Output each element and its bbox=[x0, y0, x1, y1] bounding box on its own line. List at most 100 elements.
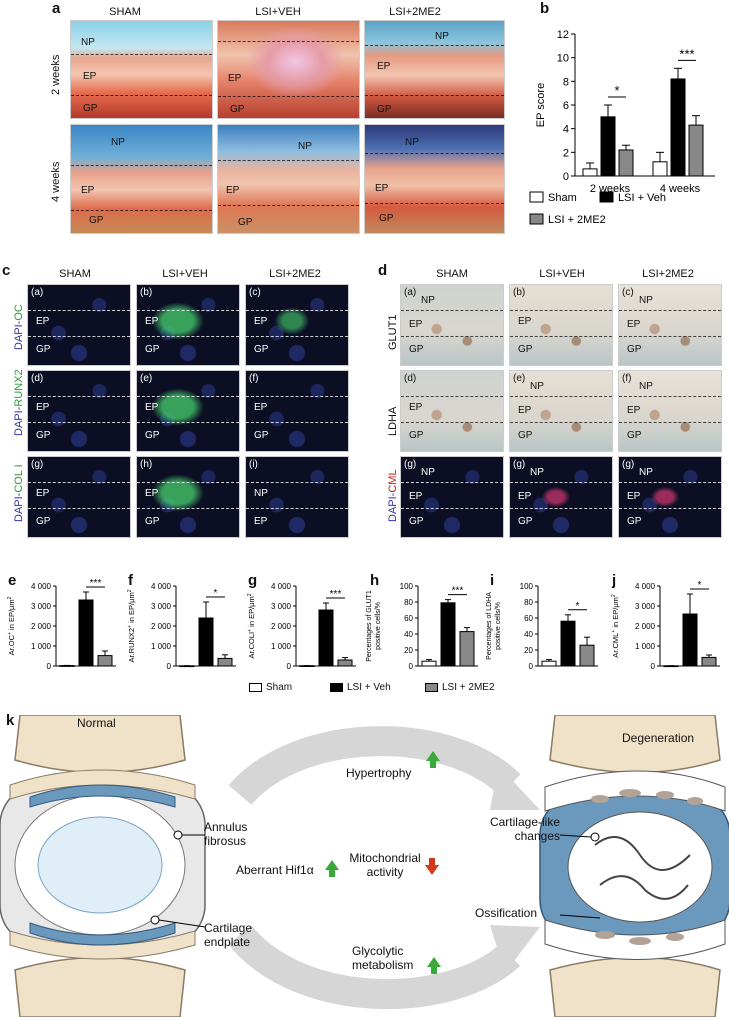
bar bbox=[217, 657, 233, 667]
tile-label: NP bbox=[421, 467, 435, 478]
cycle-arrow-top bbox=[228, 726, 521, 806]
tile-label: GP bbox=[409, 344, 424, 355]
bar bbox=[440, 602, 456, 667]
y-axis-label: Ar.COLI+ in EP/μm2 bbox=[247, 593, 256, 658]
y-tick-label: 2 bbox=[563, 147, 569, 159]
bar bbox=[198, 617, 214, 667]
y-axis-label: Percentages of GLUT1 bbox=[366, 590, 373, 662]
y-tick-label: 80 bbox=[524, 598, 533, 607]
tile-sub-label: (d) bbox=[31, 373, 44, 384]
ossification-label: Ossification bbox=[475, 906, 538, 920]
tile-label: NP bbox=[298, 141, 312, 152]
degenerated-disc bbox=[539, 715, 729, 1017]
tile-sub-label: (g) bbox=[513, 459, 526, 470]
tile-sub-label: (c) bbox=[622, 287, 634, 298]
y-tick-label: 60 bbox=[404, 614, 413, 623]
panel_d-tile: (d) EP GP bbox=[400, 370, 504, 452]
tile-label: EP bbox=[145, 402, 159, 413]
y-tick-label: 20 bbox=[404, 646, 413, 655]
lower-cartilage bbox=[29, 922, 176, 946]
legend-label: Sham bbox=[548, 192, 577, 204]
panel_d-tile: (g) NP EP GP bbox=[509, 456, 613, 538]
tile-sub-label: (g) bbox=[404, 459, 417, 470]
y-tick-label: 4 000 bbox=[151, 582, 172, 591]
y-tick-label: 0 bbox=[651, 662, 656, 671]
panel_d-row-label: LDHA bbox=[387, 406, 399, 436]
tile-label: NP bbox=[405, 137, 419, 148]
y-axis-label: positive cells/% bbox=[495, 602, 502, 650]
y-tick-label: 4 bbox=[563, 124, 569, 136]
tile-label: GP bbox=[254, 344, 269, 355]
bar bbox=[582, 168, 598, 177]
nucleus bbox=[37, 816, 163, 914]
mitochondrial-down-arrow bbox=[425, 858, 439, 875]
lower-vertebra bbox=[14, 956, 186, 1017]
bar bbox=[652, 161, 668, 177]
panel_c-tile: (b) EP GP bbox=[136, 284, 240, 366]
tile-sub-label: (e) bbox=[513, 373, 526, 384]
panel-e-letter: e bbox=[8, 572, 17, 589]
panel_d-tile: (a) NP EP GP bbox=[400, 284, 504, 366]
tile-label: EP bbox=[627, 491, 641, 502]
panel-c-col-sham: SHAM bbox=[59, 268, 91, 280]
hypertrophy-label: Hypertrophy bbox=[346, 766, 412, 780]
normal-label: Normal bbox=[77, 716, 116, 730]
y-tick-label: 1 000 bbox=[31, 642, 52, 651]
panel-a-row-2weeks: 2 weeks bbox=[50, 54, 62, 95]
y-tick-label: 40 bbox=[524, 630, 533, 639]
x-tick-label: 4 weeks bbox=[660, 183, 701, 195]
panel-j-letter: j bbox=[612, 572, 617, 589]
legend-lsi-2me2: LSI + 2ME2 bbox=[425, 682, 495, 693]
chart-e: 0 1 000 2 000 3 000 4 000 Ar.OC+ in EP/μm2 *** bbox=[7, 578, 116, 671]
y-tick-label: 20 bbox=[524, 646, 533, 655]
panel-h-letter: h bbox=[370, 572, 380, 589]
panel-a-tile-sham-4w: NP EP GP bbox=[70, 124, 213, 234]
tile-label: GP bbox=[36, 516, 51, 527]
bar bbox=[459, 631, 475, 667]
tile-label: EP bbox=[36, 488, 50, 499]
degeneration-label: Degeneration bbox=[622, 731, 695, 745]
tile-label: NP bbox=[530, 467, 544, 478]
tile-sub-label: (g) bbox=[622, 459, 635, 470]
tile-label: GP bbox=[409, 516, 424, 527]
tile-label: EP bbox=[226, 185, 240, 196]
tile-label: EP bbox=[254, 402, 268, 413]
panel_c-row-label: DAPI-OC bbox=[13, 303, 25, 350]
bar bbox=[337, 659, 353, 667]
significance-mark: * bbox=[614, 83, 619, 98]
tile-label: EP bbox=[409, 402, 423, 413]
y-tick-label: 0 bbox=[47, 662, 52, 671]
tile-label: NP bbox=[111, 137, 125, 148]
tile-label: EP bbox=[627, 319, 641, 330]
deg-nucleus bbox=[567, 811, 713, 923]
cycle-arrow-top-head bbox=[490, 765, 540, 810]
y-tick-label: 4 000 bbox=[31, 582, 52, 591]
chart-g: 0 1 000 2 000 3 000 4 000 Ar.COLI+ in EP/μm2 *… bbox=[247, 582, 356, 671]
tile-label: EP bbox=[145, 488, 159, 499]
y-tick-label: 0 bbox=[563, 171, 569, 183]
y-tick-label: 12 bbox=[557, 29, 569, 41]
panel_d-tile: (e) NP EP GP bbox=[509, 370, 613, 452]
panel_c-row-label: DAPI-COL I bbox=[13, 463, 25, 522]
deg-lower-vertebra bbox=[549, 956, 721, 1017]
tile-label: EP bbox=[409, 491, 423, 502]
tile-label: EP bbox=[409, 319, 423, 330]
panel_c-tile: (a) EP GP bbox=[27, 284, 131, 366]
tile-label: EP bbox=[377, 61, 391, 72]
cartilage-like-label: Cartilage-like changes bbox=[489, 815, 560, 843]
tile-label: EP bbox=[81, 185, 95, 196]
tile-sub-label: (f) bbox=[622, 373, 632, 384]
y-tick-label: 3 000 bbox=[635, 602, 656, 611]
bar bbox=[421, 660, 437, 667]
tile-label: GP bbox=[238, 217, 253, 228]
tile-label: EP bbox=[518, 316, 532, 327]
tile-sub-label: (b) bbox=[140, 287, 153, 298]
bar bbox=[600, 116, 616, 177]
annulus-label: Annulus fibrosus bbox=[204, 820, 248, 848]
tile-sub-label: (g) bbox=[31, 459, 44, 470]
tile-label: GP bbox=[83, 103, 98, 114]
tile-sub-label: (e) bbox=[140, 373, 153, 384]
y-tick-label: 3 000 bbox=[151, 602, 172, 611]
tile-label: EP bbox=[228, 73, 242, 84]
